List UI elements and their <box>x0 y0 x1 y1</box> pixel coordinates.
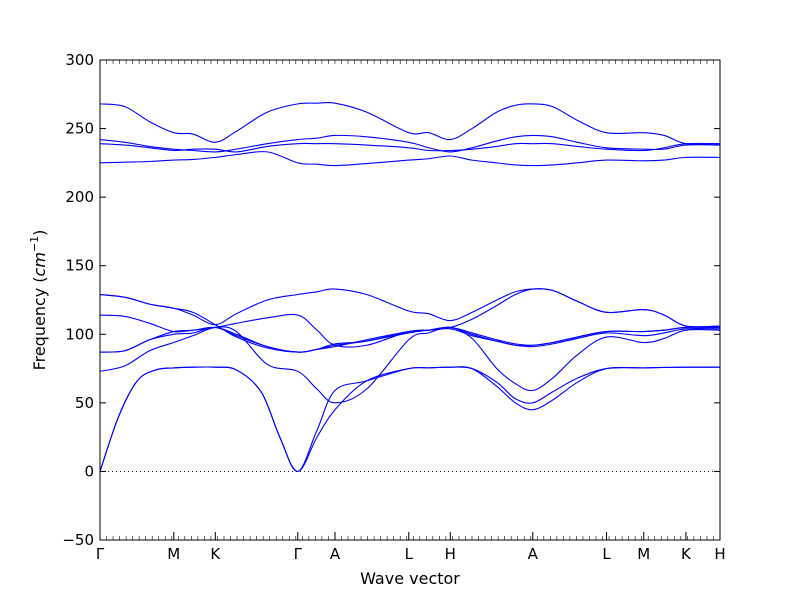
x-tick-label: H <box>714 545 725 563</box>
band-line-6 <box>99 313 721 348</box>
x-tick-label: L <box>405 545 414 563</box>
band-line-9 <box>99 151 721 167</box>
band-line-1 <box>99 366 721 472</box>
y-axis-label: Frequency (cm−1) <box>28 230 49 371</box>
band-line-2 <box>99 366 721 472</box>
band-line-11 <box>99 134 721 153</box>
x-tick-label: Γ <box>294 545 303 563</box>
ticks-layer: −50 0 50 100 150 200 250 300 Γ M K Γ A L H A L M K H <box>62 51 725 563</box>
band-line-4 <box>99 326 721 353</box>
band-line-7 <box>99 288 721 353</box>
x-tick-label: A <box>528 545 539 563</box>
band-line-3 <box>99 326 721 404</box>
x-axis-label: Wave vector <box>360 569 460 588</box>
y-tick-label: 0 <box>84 462 94 480</box>
x-tick-label: H <box>445 545 456 563</box>
y-tick-label: 150 <box>65 257 94 275</box>
x-tick-label: Γ <box>96 545 105 563</box>
x-tick-label: M <box>637 545 650 563</box>
x-tick-label: L <box>602 545 611 563</box>
y-tick-label: 300 <box>65 51 94 69</box>
y-tick-label: 50 <box>75 394 94 412</box>
bands-layer <box>99 101 721 472</box>
y-tick-label: 250 <box>65 120 94 138</box>
x-tick-label: K <box>210 545 221 563</box>
plot-frame <box>99 59 721 541</box>
band-line-12 <box>99 101 721 145</box>
y-tick-label: −50 <box>62 531 94 549</box>
x-tick-label: K <box>681 545 692 563</box>
y-tick-label: 200 <box>65 188 94 206</box>
band-line-10 <box>99 142 721 153</box>
band-line-8 <box>99 288 721 328</box>
y-tick-label: 100 <box>65 325 94 343</box>
x-tick-label: A <box>330 545 341 563</box>
x-tick-label: M <box>167 545 180 563</box>
